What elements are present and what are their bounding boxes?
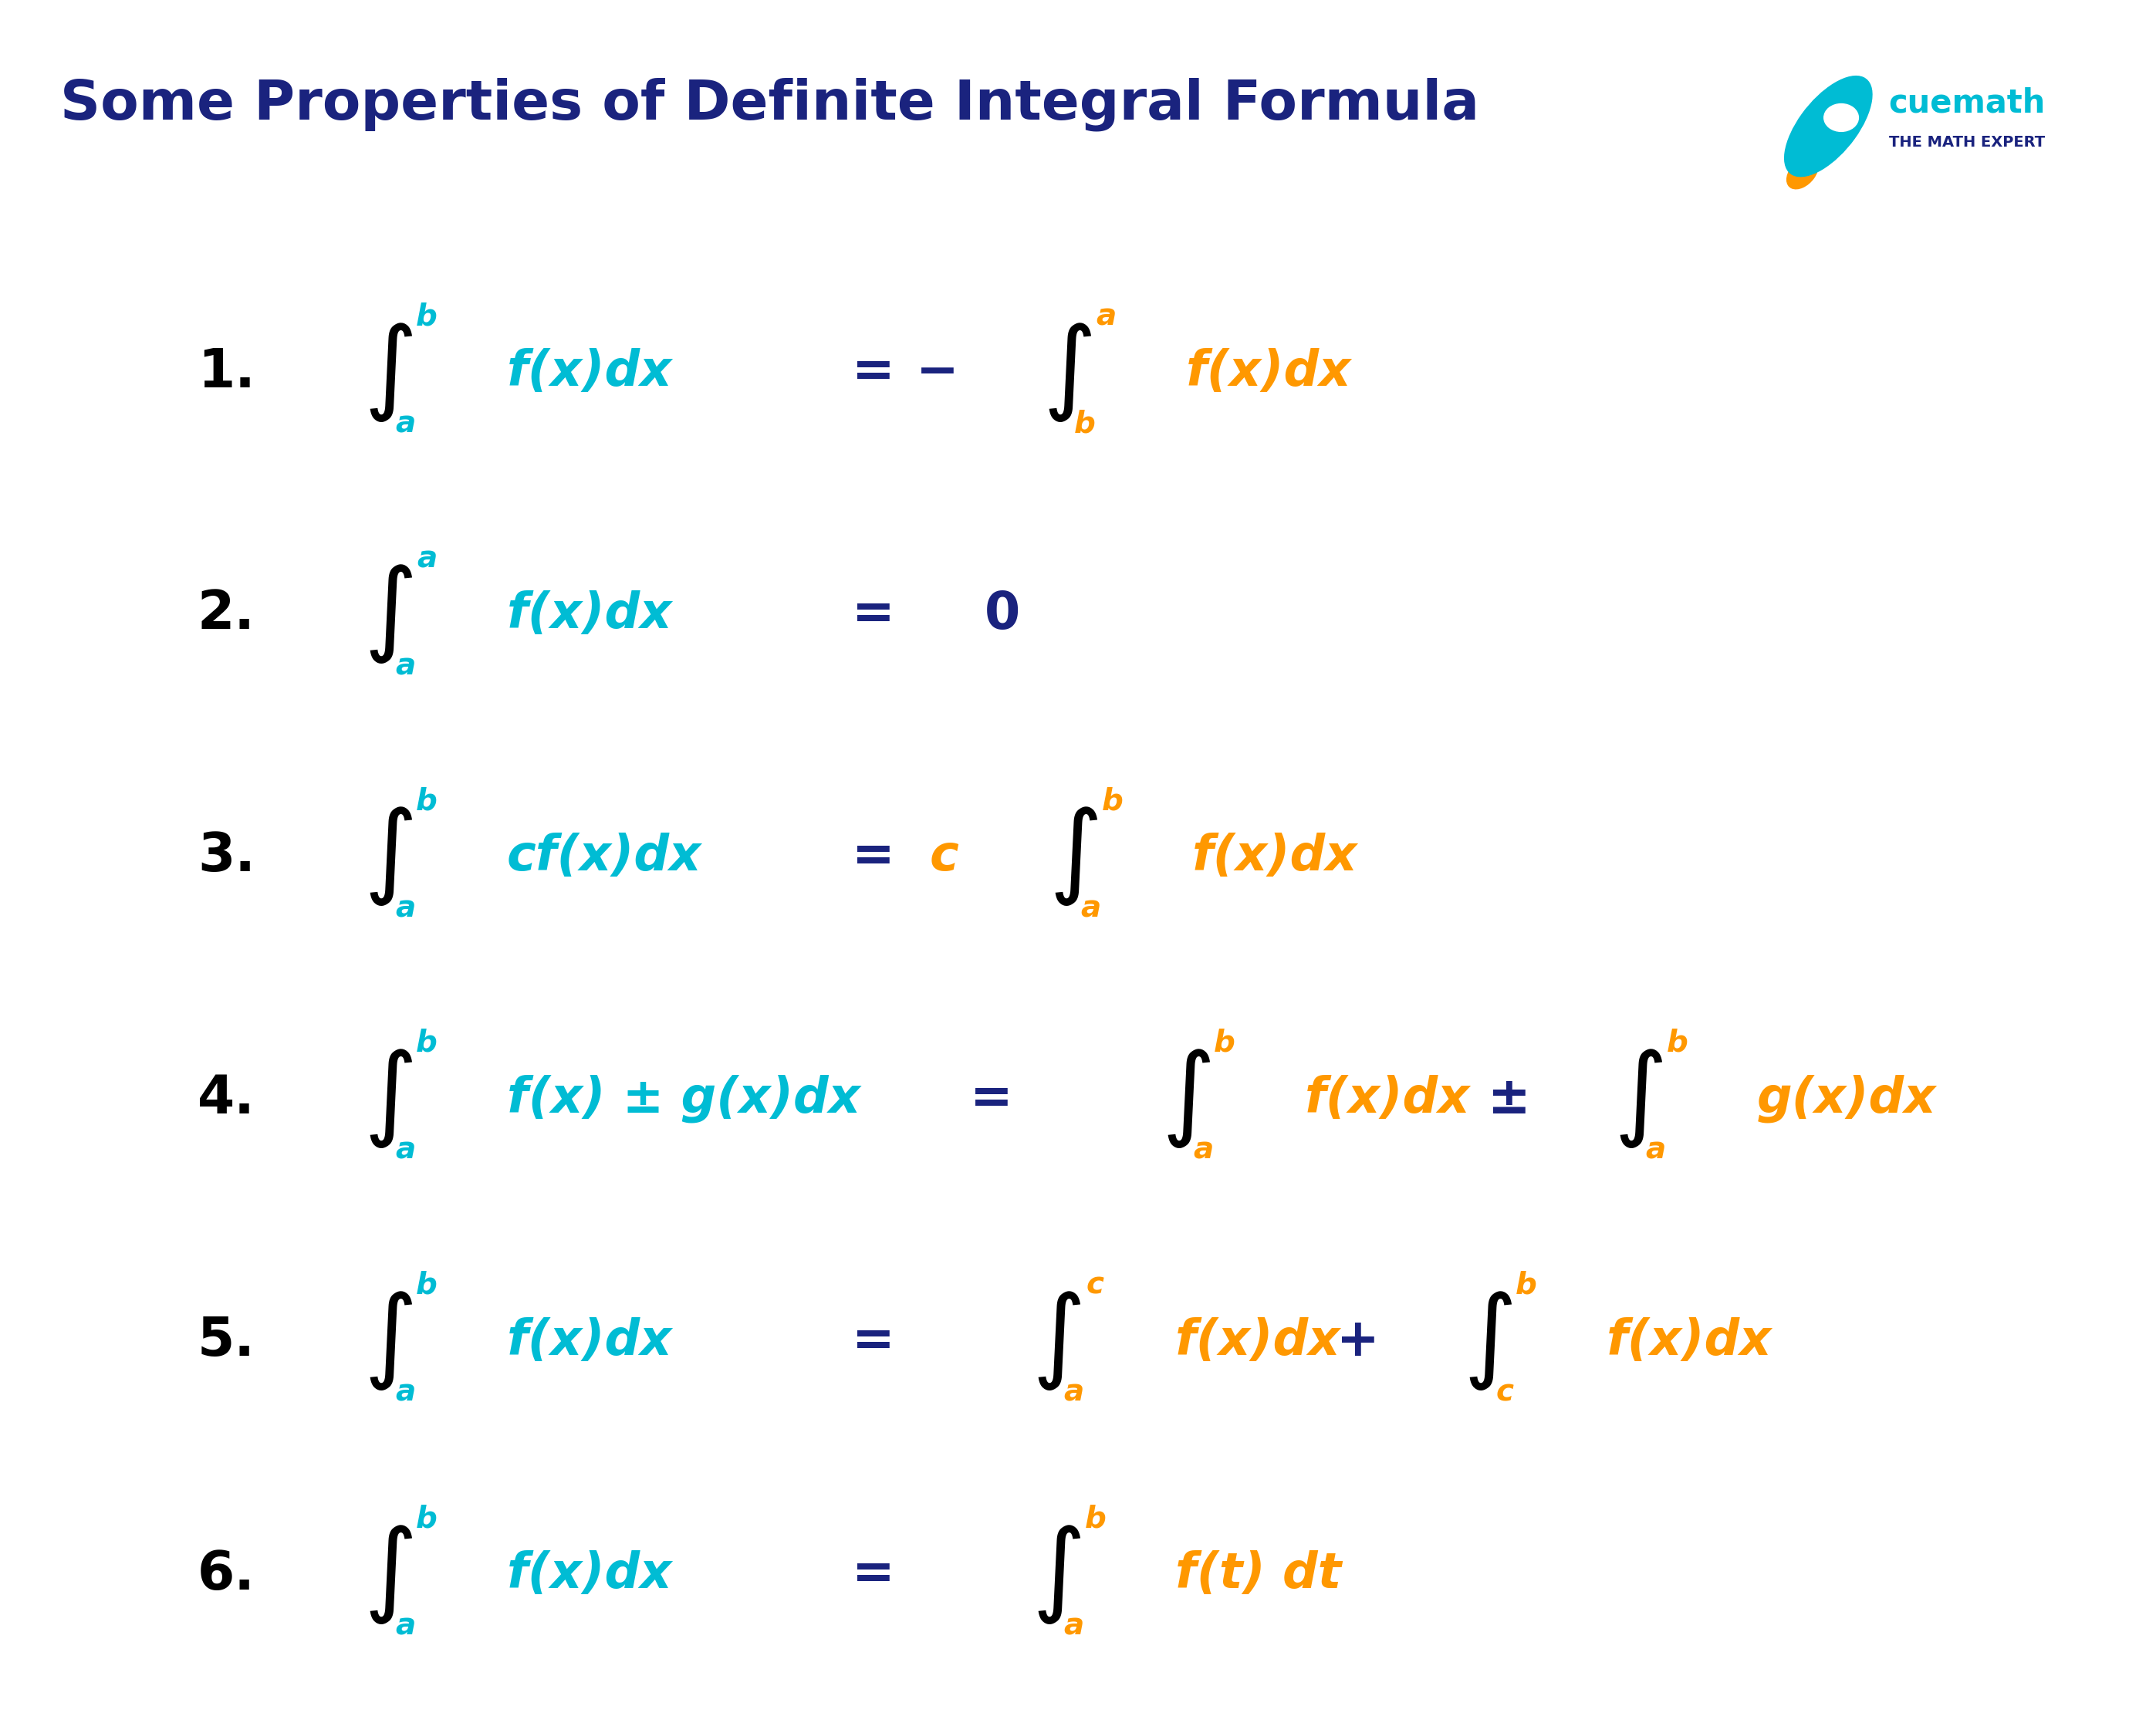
- Text: b: b: [416, 1029, 438, 1057]
- Text: 6.: 6.: [198, 1548, 254, 1600]
- Text: a: a: [395, 652, 416, 680]
- Text: f(x) ± g(x)dx: f(x) ± g(x)dx: [507, 1074, 860, 1123]
- Text: f(x)dx: f(x)dx: [507, 348, 673, 396]
- Text: $\int$: $\int$: [364, 804, 412, 908]
- Text: cf(x)dx: cf(x)dx: [507, 832, 701, 881]
- Text: THE MATH EXPERT: THE MATH EXPERT: [1889, 135, 2044, 149]
- Text: =: =: [852, 346, 895, 398]
- Text: b: b: [1516, 1272, 1537, 1299]
- Text: $\int$: $\int$: [1044, 320, 1091, 424]
- Text: a: a: [1645, 1137, 1667, 1164]
- Text: f(x)dx: f(x)dx: [507, 590, 673, 638]
- Text: =: =: [852, 588, 895, 640]
- Text: c: c: [1496, 1379, 1514, 1406]
- Text: a: a: [395, 1137, 416, 1164]
- Text: $\int$: $\int$: [364, 1289, 412, 1393]
- Text: a: a: [1192, 1137, 1214, 1164]
- Text: $\int$: $\int$: [364, 1047, 412, 1150]
- Text: 5.: 5.: [198, 1315, 254, 1367]
- Text: +: +: [1337, 1315, 1380, 1367]
- Text: cuemath: cuemath: [1889, 87, 2046, 119]
- Text: b: b: [416, 303, 438, 330]
- Text: f(x)dx: f(x)dx: [1175, 1317, 1341, 1365]
- Text: $\int$: $\int$: [1615, 1047, 1662, 1150]
- Text: b: b: [1084, 1505, 1106, 1533]
- Text: a: a: [395, 1379, 416, 1406]
- Text: −: −: [916, 346, 959, 398]
- Text: =: =: [970, 1073, 1013, 1124]
- Text: $\int$: $\int$: [1050, 804, 1097, 908]
- Text: $\int$: $\int$: [1464, 1289, 1511, 1393]
- Text: b: b: [1074, 410, 1095, 438]
- Text: f(x)dx: f(x)dx: [1186, 348, 1352, 396]
- Text: ±: ±: [1488, 1073, 1531, 1124]
- Text: $\int$: $\int$: [1162, 1047, 1210, 1150]
- Text: $\int$: $\int$: [1033, 1289, 1080, 1393]
- Text: =: =: [852, 1315, 895, 1367]
- Text: a: a: [416, 545, 438, 573]
- Text: c: c: [1087, 1272, 1104, 1299]
- Text: f(x)dx: f(x)dx: [507, 1317, 673, 1365]
- Text: f(x)dx: f(x)dx: [1304, 1074, 1470, 1123]
- Text: b: b: [1102, 787, 1123, 815]
- Text: f(t) dt: f(t) dt: [1175, 1550, 1341, 1599]
- Text: =: =: [852, 1548, 895, 1600]
- Text: f(x)dx: f(x)dx: [1192, 832, 1358, 881]
- Text: 0: 0: [985, 588, 1020, 640]
- Text: a: a: [395, 894, 416, 922]
- Text: 3.: 3.: [198, 830, 254, 882]
- Text: 1.: 1.: [198, 346, 254, 398]
- Text: a: a: [1063, 1379, 1084, 1406]
- Text: b: b: [416, 1505, 438, 1533]
- Text: b: b: [1214, 1029, 1235, 1057]
- Text: b: b: [1667, 1029, 1688, 1057]
- Text: $\int$: $\int$: [364, 320, 412, 424]
- Text: a: a: [1063, 1612, 1084, 1640]
- Ellipse shape: [1787, 157, 1818, 189]
- Text: $\int$: $\int$: [1033, 1522, 1080, 1626]
- Text: a: a: [395, 410, 416, 438]
- Text: $\int$: $\int$: [364, 562, 412, 666]
- Text: b: b: [416, 1272, 438, 1299]
- Text: g(x)dx: g(x)dx: [1757, 1074, 1936, 1123]
- Text: 4.: 4.: [198, 1073, 254, 1124]
- Text: 2.: 2.: [198, 588, 254, 640]
- Text: b: b: [416, 787, 438, 815]
- Text: =: =: [852, 830, 895, 882]
- Text: a: a: [1095, 303, 1117, 330]
- Text: $\int$: $\int$: [364, 1522, 412, 1626]
- Text: f(x)dx: f(x)dx: [1606, 1317, 1772, 1365]
- Circle shape: [1824, 104, 1858, 131]
- Text: a: a: [1080, 894, 1102, 922]
- Text: c: c: [929, 832, 959, 881]
- Text: Some Properties of Definite Integral Formula: Some Properties of Definite Integral For…: [60, 78, 1479, 131]
- Ellipse shape: [1785, 76, 1871, 176]
- Text: f(x)dx: f(x)dx: [507, 1550, 673, 1599]
- Text: a: a: [395, 1612, 416, 1640]
